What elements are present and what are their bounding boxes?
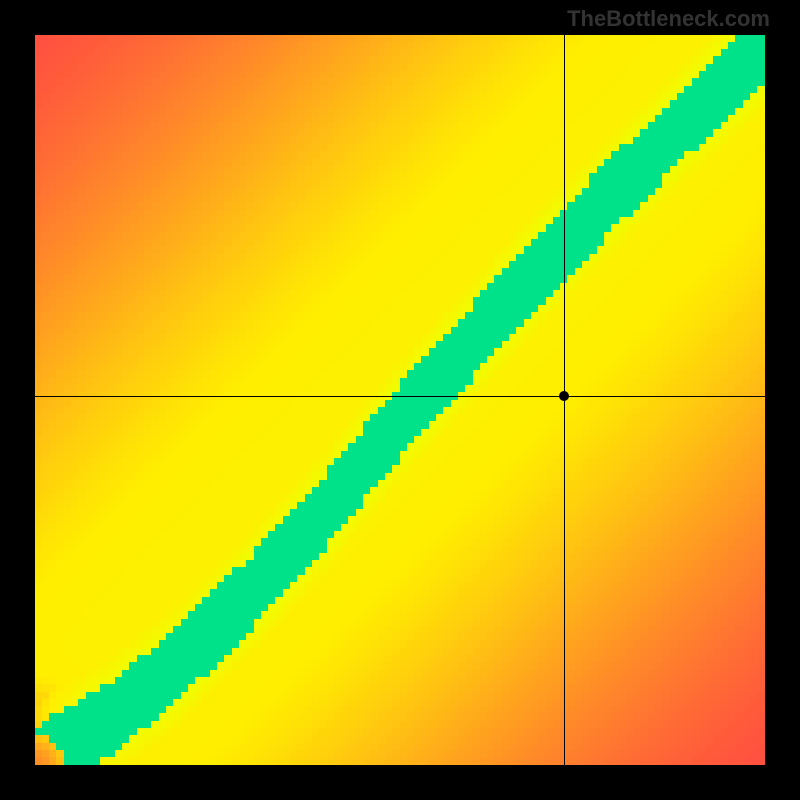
crosshair-horizontal-line — [35, 396, 765, 397]
bottleneck-heatmap — [35, 35, 765, 765]
crosshair-marker-dot — [559, 391, 569, 401]
attribution-watermark: TheBottleneck.com — [567, 6, 770, 32]
